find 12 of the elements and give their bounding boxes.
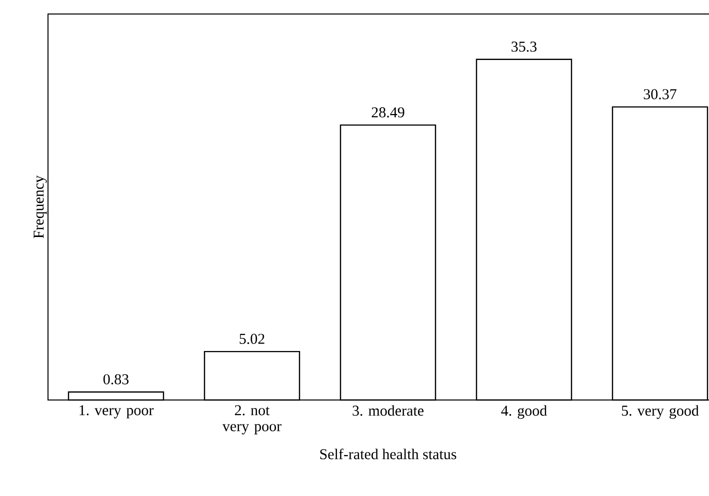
x-tick-label: 3. moderate bbox=[352, 405, 424, 416]
data-label: 5.02 bbox=[240, 334, 264, 344]
data-label: 28.49 bbox=[372, 107, 404, 118]
data-label: 35.3 bbox=[512, 42, 537, 52]
x-tick-label: 5. very good bbox=[622, 405, 699, 419]
x-axis-title: Self-rated health status bbox=[320, 448, 456, 460]
data-label: 30.37 bbox=[644, 89, 676, 100]
x-tick-label: 1. very poor bbox=[80, 405, 154, 418]
data-label: 0.83 bbox=[103, 374, 129, 384]
x-tick-label: 4. good bbox=[501, 405, 547, 419]
x-tick-label: 2. not very poor bbox=[222, 405, 282, 434]
y-axis-title: Frequency bbox=[34, 175, 47, 238]
